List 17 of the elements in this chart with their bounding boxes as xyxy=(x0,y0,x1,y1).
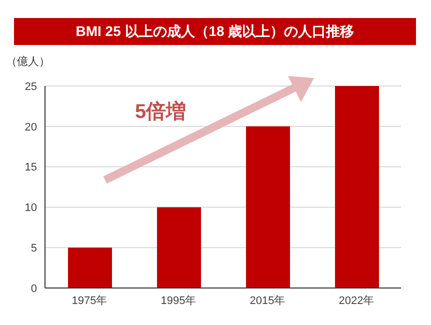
x-tick-label: 1995年 xyxy=(160,294,196,307)
y-tick-label: 15 xyxy=(24,162,37,174)
x-tick-label: 1975年 xyxy=(72,294,108,307)
y-tick-label: 5 xyxy=(30,242,37,255)
bar xyxy=(246,126,290,288)
bar xyxy=(157,207,201,288)
y-axis-title: （億人） xyxy=(6,54,50,69)
bar xyxy=(335,86,379,288)
y-tick-label: 10 xyxy=(24,202,37,214)
y-tick-label: 25 xyxy=(24,80,37,93)
x-tick-label: 2015年 xyxy=(250,294,286,307)
chart-title: BMI 25 以上の成人（18 歳以上）の人口推移 xyxy=(14,18,416,45)
bar xyxy=(68,248,112,288)
y-tick-label: 0 xyxy=(30,282,37,295)
y-tick-label: 20 xyxy=(24,121,37,134)
annotation: 5倍増 xyxy=(135,99,186,125)
x-tick-label: 2022年 xyxy=(338,294,374,307)
